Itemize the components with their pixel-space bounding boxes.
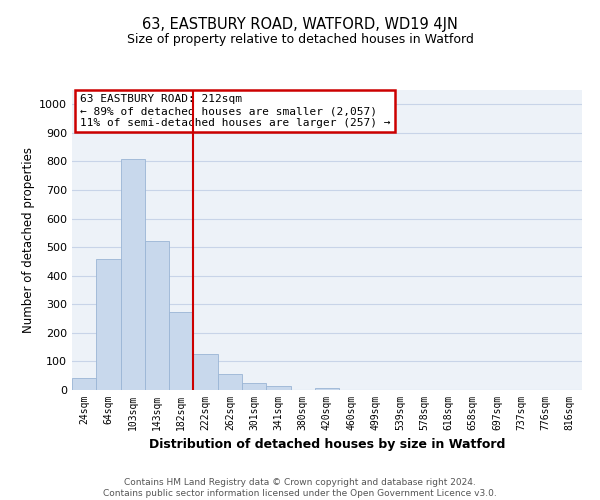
Text: Size of property relative to detached houses in Watford: Size of property relative to detached ho… — [127, 32, 473, 46]
Text: 63 EASTBURY ROAD: 212sqm
← 89% of detached houses are smaller (2,057)
11% of sem: 63 EASTBURY ROAD: 212sqm ← 89% of detach… — [80, 94, 390, 128]
Bar — [145, 241, 169, 390]
Bar — [96, 258, 121, 390]
Y-axis label: Number of detached properties: Number of detached properties — [22, 147, 35, 333]
Bar — [266, 386, 290, 390]
Bar — [193, 354, 218, 390]
Text: Contains HM Land Registry data © Crown copyright and database right 2024.
Contai: Contains HM Land Registry data © Crown c… — [103, 478, 497, 498]
X-axis label: Distribution of detached houses by size in Watford: Distribution of detached houses by size … — [149, 438, 505, 452]
Text: 63, EASTBURY ROAD, WATFORD, WD19 4JN: 63, EASTBURY ROAD, WATFORD, WD19 4JN — [142, 18, 458, 32]
Bar — [315, 388, 339, 390]
Bar — [72, 378, 96, 390]
Bar — [121, 158, 145, 390]
Bar — [242, 384, 266, 390]
Bar — [169, 312, 193, 390]
Bar — [218, 374, 242, 390]
